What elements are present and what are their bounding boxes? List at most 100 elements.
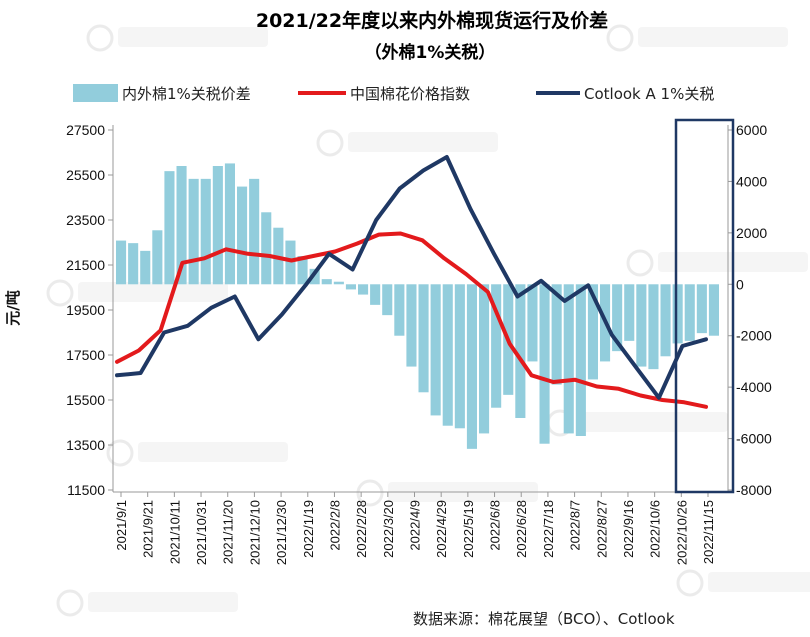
spread-bar <box>188 178 199 285</box>
x-tick-label: 2022/10/26 <box>674 500 689 565</box>
left-tick-label: 11500 <box>67 482 105 498</box>
left-tick-label: 25500 <box>66 167 105 183</box>
watermark-logo <box>86 24 268 52</box>
left-tick-label: 27500 <box>66 122 105 138</box>
spread-bar <box>333 281 344 285</box>
highlight-box <box>674 118 735 494</box>
spread-bar <box>515 284 526 418</box>
right-tick-label: -4000 <box>736 379 772 395</box>
x-tick-label: 2022/2/8 <box>327 500 342 551</box>
x-tick-label: 2022/3/20 <box>381 500 396 558</box>
cotlook-line <box>115 155 708 400</box>
spread-bar <box>466 284 477 449</box>
left-axis-ticks: 27500 25500 23500 21500 19500 17500 15500 13500… <box>66 122 113 498</box>
x-tick-label: 2021/10/31 <box>194 500 209 565</box>
spread-bar <box>237 186 248 285</box>
spread-bar <box>442 284 453 426</box>
x-tick-label: 2021/12/30 <box>274 500 289 565</box>
spread-bar <box>587 284 598 380</box>
watermark-logo <box>676 569 810 597</box>
spread-bar <box>212 166 223 285</box>
spread-bar <box>358 284 369 295</box>
x-tick-label: 2021/9/1 <box>114 500 129 551</box>
x-tick-label: 2021/12/10 <box>247 500 262 565</box>
x-tick-label: 2021/10/11 <box>167 500 182 564</box>
cn-index-line <box>115 231 708 409</box>
left-tick-label: 15500 <box>66 392 105 408</box>
spread-bar <box>575 284 586 436</box>
right-tick-label: 4000 <box>736 173 767 189</box>
spread-bar <box>708 284 719 336</box>
spread-bar <box>418 284 429 393</box>
x-tick-label: 2022/5/19 <box>461 500 476 558</box>
left-tick-label: 13500 <box>66 437 105 453</box>
watermark-logo <box>46 279 228 307</box>
legend-label-cotlook: Cotlook A 1%关税 <box>584 85 714 103</box>
x-tick-label: 2022/8/27 <box>594 500 609 558</box>
legend: 内外棉1%关税价差 中国棉花价格指数 Cotlook A 1%关税 <box>73 84 714 103</box>
spread-bar <box>612 284 623 352</box>
x-tick-label: 2022/4/29 <box>434 500 449 558</box>
left-tick-label: 19500 <box>66 302 105 318</box>
spread-bar <box>176 166 187 285</box>
spread-bar <box>624 284 635 341</box>
source-note: 数据来源：棉花展望（BCO）、Cotlook <box>413 610 675 628</box>
x-tick-label: 2022/1/19 <box>301 500 316 558</box>
spread-bar <box>261 212 272 285</box>
spread-bar <box>152 230 163 285</box>
watermark-logo <box>606 24 788 52</box>
spread-bar <box>454 284 465 429</box>
spread-bars <box>116 163 719 449</box>
x-tick-label: 2022/8/7 <box>568 500 583 551</box>
watermark-logo <box>546 409 728 437</box>
x-tick-label: 2022/6/28 <box>514 500 529 558</box>
spread-bar <box>636 284 647 367</box>
x-axis-ticks: 2021/9/1 2021/9/21 2021/10/11 2021/10/31 202… <box>114 492 716 565</box>
spread-bar <box>406 284 417 367</box>
right-tick-label: 2000 <box>736 225 767 241</box>
y-axis-label: 元/吨 <box>4 290 22 325</box>
x-tick-label: 2022/6/8 <box>488 500 503 551</box>
chart-subtitle: （外棉1%关税） <box>365 42 496 63</box>
x-tick-label: 2022/7/18 <box>541 500 556 558</box>
right-tick-label: 6000 <box>736 122 767 138</box>
left-tick-label: 17500 <box>66 347 105 363</box>
spread-bar <box>249 178 260 285</box>
right-tick-label: -2000 <box>736 328 772 344</box>
spread-bar <box>116 240 127 285</box>
x-tick-label: 2022/9/16 <box>621 500 636 558</box>
x-tick-label: 2022/11/15 <box>701 500 716 564</box>
spread-bar <box>672 284 683 344</box>
spread-bar <box>491 284 502 408</box>
right-axis-ticks: 6000 4000 2000 0 -2000 -4000 -6000 -8000 <box>728 122 772 498</box>
spread-bar <box>309 268 320 285</box>
spread-bar <box>164 171 175 285</box>
spread-bar <box>128 243 139 285</box>
spread-bar <box>551 284 562 385</box>
right-tick-label: -6000 <box>736 431 772 447</box>
watermark-logo <box>626 249 808 277</box>
spread-bar <box>660 284 671 357</box>
left-tick-label: 23500 <box>66 212 105 228</box>
spread-bar <box>345 284 356 290</box>
legend-swatch-spread <box>73 84 118 102</box>
x-tick-label: 2022/4/9 <box>408 500 423 551</box>
spread-bar <box>696 284 707 334</box>
spread-bar <box>527 284 538 362</box>
spread-bar <box>684 284 695 341</box>
right-tick-label: -8000 <box>736 482 772 498</box>
spread-bar <box>648 284 659 370</box>
legend-label-cn-index: 中国棉花价格指数 <box>350 85 470 103</box>
legend-label-spread: 内外棉1%关税价差 <box>122 85 251 103</box>
x-tick-label: 2022/2/28 <box>354 500 369 558</box>
spread-bar <box>539 284 550 444</box>
watermark-logo <box>316 129 498 157</box>
spread-bar <box>200 178 211 285</box>
left-tick-label: 21500 <box>66 257 105 273</box>
spread-bar <box>394 284 405 336</box>
x-tick-label: 2022/10/6 <box>648 500 663 558</box>
spread-bar <box>140 250 151 285</box>
spread-bar <box>563 284 574 434</box>
spread-bar <box>297 256 308 285</box>
spread-bar <box>382 284 393 316</box>
